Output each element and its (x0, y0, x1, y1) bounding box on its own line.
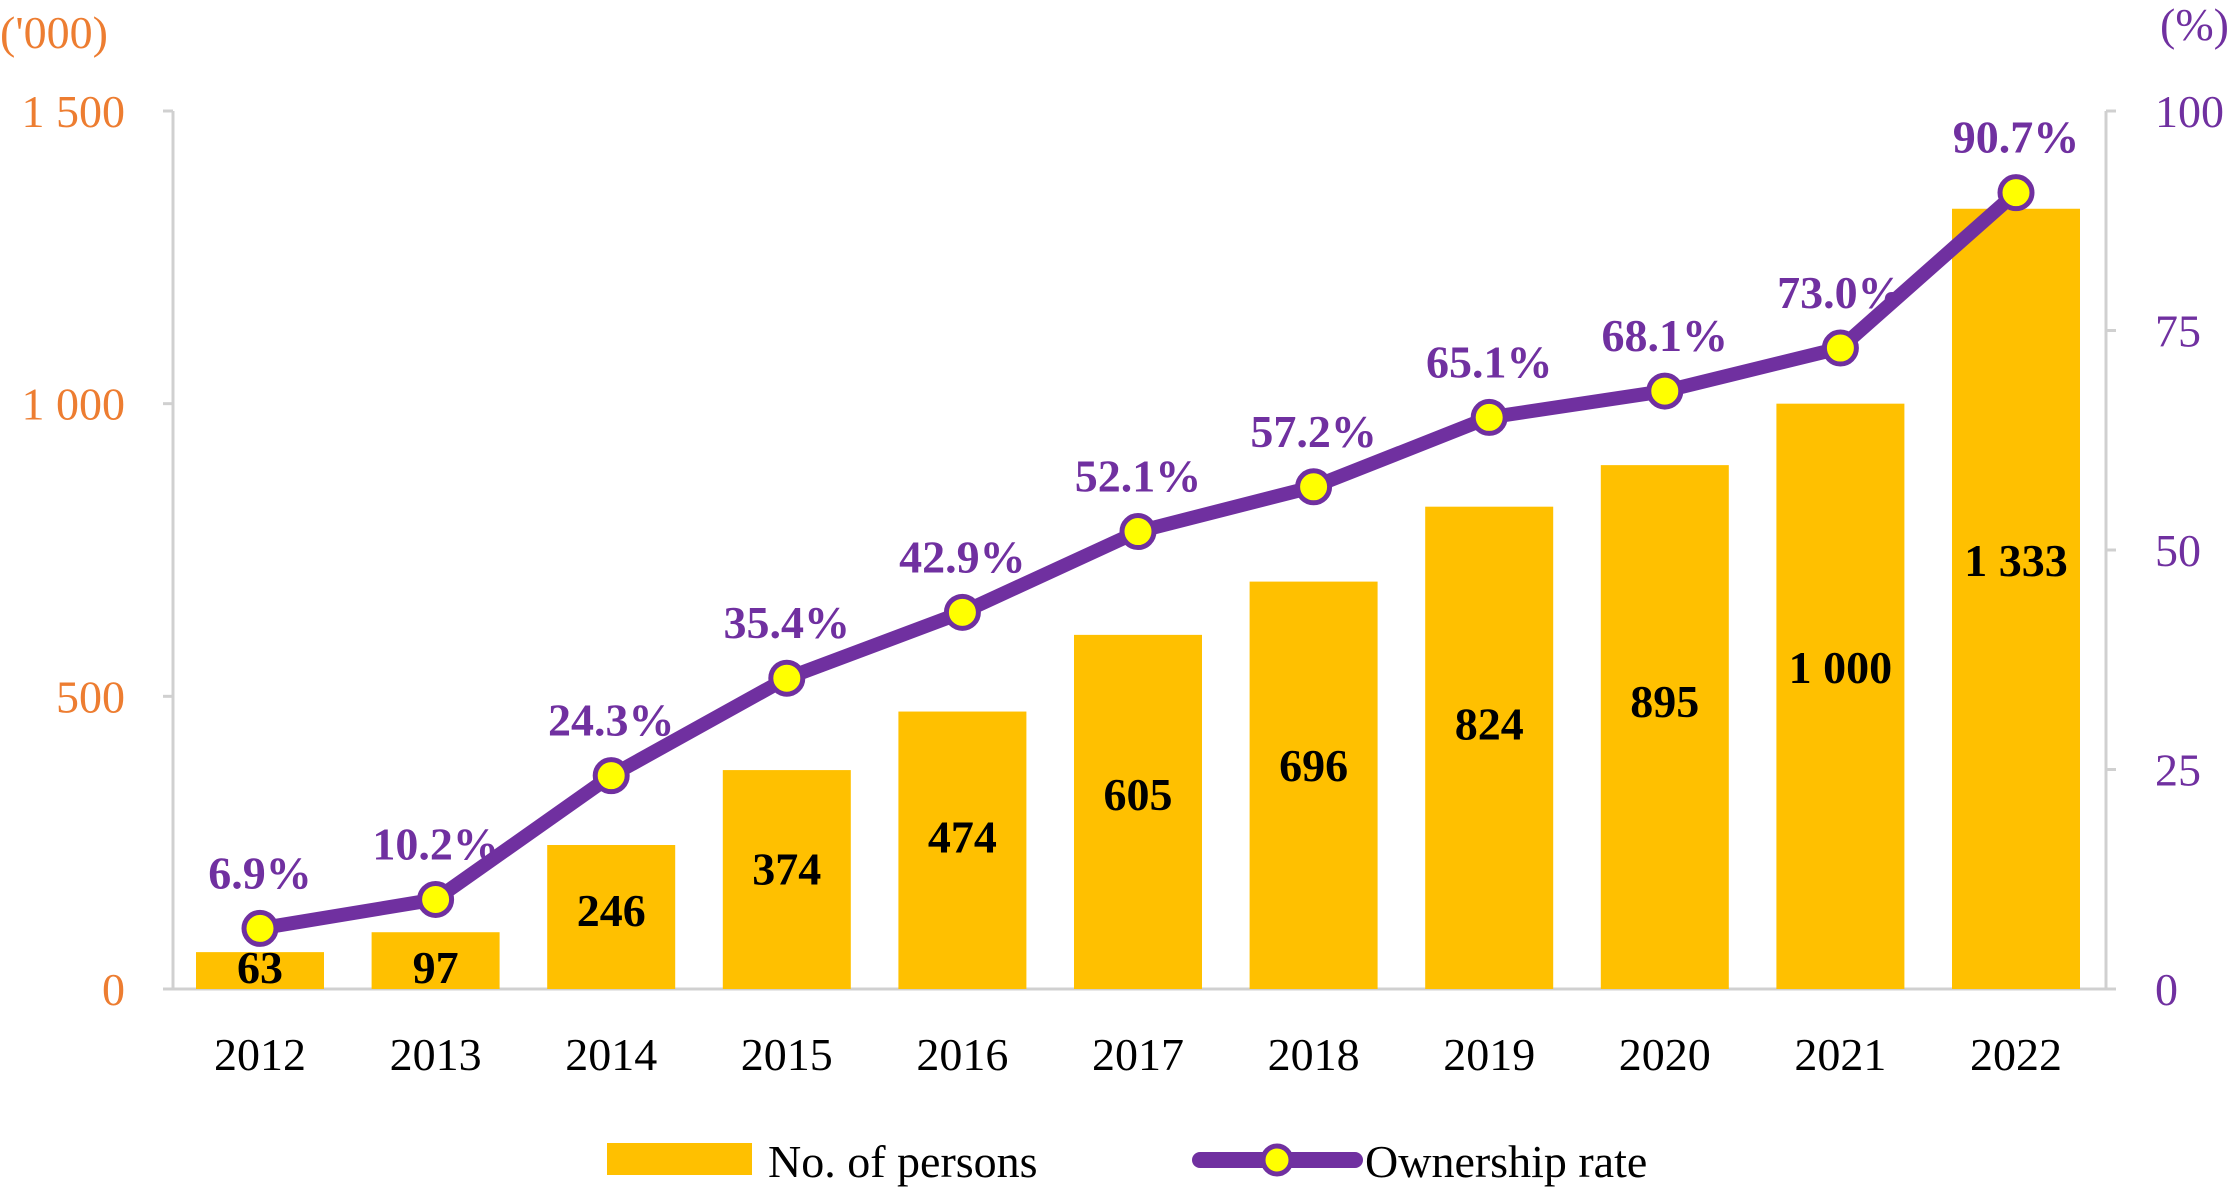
right-tick-label: 100 (2155, 86, 2224, 137)
right-tick-label: 0 (2155, 964, 2178, 1015)
bar-label: 474 (928, 811, 997, 862)
line-marker-2013 (417, 880, 455, 918)
x-tick-label: 2017 (1092, 1029, 1184, 1080)
x-tick-label: 2012 (214, 1029, 306, 1080)
line-label: 42.9% (899, 531, 1026, 582)
line-label: 68.1% (1602, 310, 1729, 361)
line-marker-2017 (1119, 513, 1157, 551)
data-labels: 63 97 246 374 474 605 696 824 895 1 000 1 333 6.9% 1… (208, 112, 2079, 993)
left-tick-label: 1 500 (22, 86, 126, 137)
legend-label-ownership: Ownership rate (1365, 1136, 1647, 1187)
x-tick-label: 2019 (1443, 1029, 1535, 1080)
line-label: 73.0% (1777, 267, 1904, 318)
bar-label: 895 (1630, 676, 1699, 727)
axes: 0 500 1 000 1 500 0 25 50 75 100 2012 2013 2014 2015… (22, 86, 2225, 1080)
bar-2013 (371, 932, 500, 989)
bar-2017 (1074, 634, 1202, 989)
line-marker-2019 (1470, 398, 1508, 436)
x-tick-label: 2016 (916, 1029, 1008, 1080)
line-label: 52.1% (1075, 451, 1202, 502)
x-tick-label: 2018 (1268, 1029, 1360, 1080)
x-tick-label: 2013 (390, 1029, 482, 1080)
ownership-line (241, 174, 2035, 947)
bar-2022 (1952, 208, 2080, 989)
bar-label: 246 (577, 885, 646, 936)
line-marker-2016 (943, 593, 981, 631)
bars (196, 208, 2080, 990)
bar-label: 1 000 (1789, 642, 1893, 693)
line-label: 65.1% (1426, 336, 1553, 387)
bar-2019 (1425, 506, 1554, 989)
bar-2018 (1249, 581, 1378, 989)
right-tick-label: 75 (2155, 306, 2201, 357)
line-marker-2012 (241, 909, 279, 947)
bar-label: 374 (752, 844, 821, 895)
bar-label: 696 (1279, 740, 1348, 791)
bar-label: 97 (413, 942, 459, 993)
bar-label: 605 (1104, 769, 1173, 820)
x-tick-label: 2014 (565, 1029, 657, 1080)
line-label: 35.4% (724, 597, 851, 648)
bar-2016 (898, 711, 1027, 989)
line-marker-2014 (592, 757, 630, 795)
right-tick-label: 25 (2155, 745, 2201, 796)
bar-label: 63 (237, 942, 283, 993)
line-label: 90.7% (1953, 112, 2080, 163)
legend: No. of persons Ownership rate (607, 1136, 1647, 1187)
right-axis-unit: (%) (2160, 0, 2229, 50)
line-marker-2018 (1295, 468, 1333, 506)
line-marker-2022 (1997, 174, 2035, 212)
line-label: 24.3% (548, 695, 675, 746)
left-tick-label: 500 (56, 671, 125, 722)
bar-2020 (1600, 465, 1729, 989)
line-label: 6.9% (208, 847, 312, 898)
left-axis-unit: ('000) (0, 7, 108, 58)
bar-2012 (196, 952, 324, 989)
line-marker-2021 (1821, 329, 1859, 367)
legend-swatch-persons (607, 1143, 752, 1175)
legend-label-persons: No. of persons (768, 1136, 1038, 1187)
x-tick-label: 2015 (741, 1029, 833, 1080)
x-tick-label: 2021 (1794, 1029, 1886, 1080)
left-tick-label: 1 000 (22, 379, 126, 430)
line-label: 10.2% (372, 818, 499, 869)
bar-2021 (1776, 403, 1905, 990)
left-tick-label: 0 (102, 964, 125, 1015)
bar-2015 (722, 770, 851, 989)
legend-marker (1260, 1143, 1294, 1177)
line-label: 57.2% (1250, 406, 1377, 457)
x-tick-label: 2022 (1970, 1029, 2062, 1080)
bar-label: 1 333 (1964, 535, 2068, 586)
right-tick-label: 50 (2155, 525, 2201, 576)
x-tick-label: 2020 (1619, 1029, 1711, 1080)
bar-2014 (547, 845, 676, 989)
line-marker-2020 (1646, 372, 1684, 410)
line-marker-2015 (768, 659, 806, 697)
bar-label: 824 (1455, 699, 1524, 750)
